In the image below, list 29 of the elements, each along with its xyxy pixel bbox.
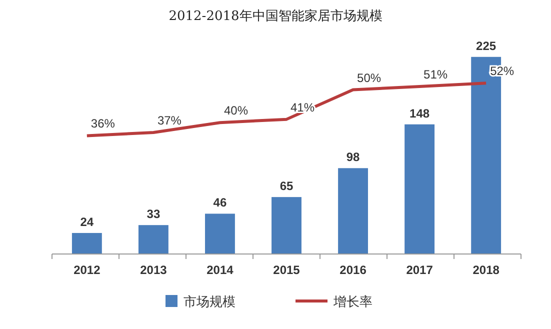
x-tick-label: 2013: [140, 263, 168, 277]
data-label: 50%: [357, 70, 382, 85]
data-label: 148: [410, 106, 430, 120]
data-label: 98: [346, 150, 360, 164]
bar: [138, 225, 168, 254]
data-label: 36%: [90, 116, 116, 131]
x-tick-label: 2012: [74, 263, 101, 277]
data-label: 65: [280, 179, 294, 194]
x-tick-label: 2015: [273, 263, 300, 277]
x-tick-label: 2017: [406, 263, 434, 277]
data-label: 37%: [157, 113, 182, 128]
legend-label: 增长率: [332, 294, 372, 309]
bar: [205, 214, 235, 254]
data-label: 41%: [290, 100, 315, 114]
data-label: 33: [146, 207, 160, 222]
data-label: 40%: [224, 104, 248, 118]
data-label: 51%: [424, 67, 448, 82]
legend-label: 市场规模: [184, 294, 236, 309]
x-tick-label: 2018: [472, 263, 500, 277]
bar: [404, 124, 435, 254]
x-tick-label: 2016: [340, 263, 367, 277]
data-label: 46: [213, 196, 227, 210]
bar: [338, 168, 368, 254]
x-tick-label: 2014: [206, 263, 234, 277]
chart-title: 2012-2018年中国智能家居市场规模: [168, 8, 382, 24]
bar: [72, 232, 102, 254]
data-label: 24: [80, 214, 94, 229]
data-label: 225: [476, 38, 496, 53]
bar: [272, 197, 302, 254]
